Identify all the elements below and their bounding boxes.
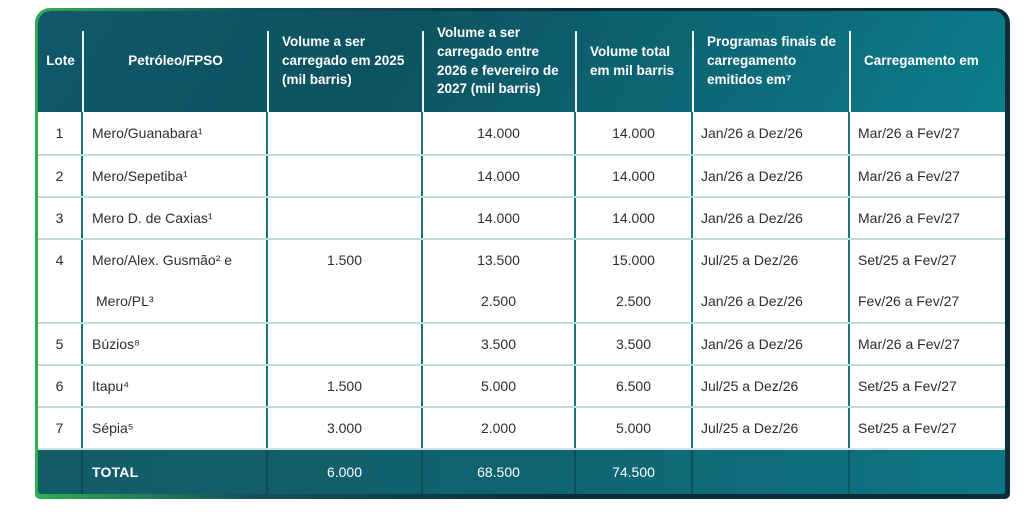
cell-v2026: 14.000 <box>423 112 576 154</box>
cell-fpso: Mero/PL³ <box>83 280 268 322</box>
table-row-lote-1: 1 Mero/Guanabara¹ 14.000 14.000 Jan/26 a… <box>38 112 1005 154</box>
cell-vtotal: 2.500 <box>576 280 693 322</box>
cell-v2025 <box>268 324 423 364</box>
cell-v2025: 1.500 <box>268 240 423 280</box>
cell-lote: 1 <box>38 112 83 154</box>
total-empty-programas <box>693 450 850 494</box>
cell-v2025 <box>268 198 423 238</box>
cell-v2026: 2.500 <box>423 280 576 322</box>
cell-fpso: Itapu⁴ <box>83 366 268 406</box>
total-v2026: 68.500 <box>423 450 576 494</box>
cell-programas: Jan/26 a Dez/26 <box>693 324 850 364</box>
cell-v2025: 1.500 <box>268 366 423 406</box>
table-row-lote-3: 3 Mero D. de Caxias¹ 14.000 14.000 Jan/2… <box>38 196 1005 238</box>
loading-schedule-table: Lote Petróleo/FPSO Volume a ser carregad… <box>38 11 1005 494</box>
cell-v2025 <box>268 156 423 196</box>
cell-carregamento: Mar/26 a Fev/27 <box>858 336 960 352</box>
cell-fpso: Sépia⁵ <box>83 408 268 448</box>
cell-vtotal: 14.000 <box>576 156 693 196</box>
column-header-volume-total: Volume total em mil barris <box>576 11 694 112</box>
column-header-programas: Programas finais de carregamento emitido… <box>693 11 851 112</box>
cell-v2026: 2.000 <box>423 408 576 448</box>
table-row-lote-4-line-1: 4 Mero/Alex. Gusmão² e 1.500 13.500 15.0… <box>38 238 1005 280</box>
cell-v2026: 5.000 <box>423 366 576 406</box>
cell-carregamento: Set/25 a Fev/27 <box>858 378 957 394</box>
cell-carregamento: Mar/26 a Fev/27 <box>858 168 960 184</box>
cell-v2025 <box>268 112 423 154</box>
cell-programas: Jan/26 a Dez/26 <box>693 156 850 196</box>
cell-v2026: 3.500 <box>423 324 576 364</box>
cell-programas: Jan/26 a Dez/26 <box>693 280 850 322</box>
cell-v2025 <box>268 280 423 322</box>
table-row-lote-6: 6 Itapu⁴ 1.500 5.000 6.500 Jul/25 a Dez/… <box>38 364 1005 406</box>
cell-v2026: 14.000 <box>423 198 576 238</box>
table-row-lote-5: 5 Búzios⁸ 3.500 3.500 Jan/26 a Dez/26 Ma… <box>38 322 1005 364</box>
cell-vtotal: 14.000 <box>576 112 693 154</box>
cell-carregamento: Mar/26 a Fev/27 <box>858 210 960 226</box>
cell-v2025: 3.000 <box>268 408 423 448</box>
cell-fpso: Mero/Sepetiba¹ <box>83 156 268 196</box>
loading-schedule-table-frame: Lote Petróleo/FPSO Volume a ser carregad… <box>35 8 1010 499</box>
table-header-row: Lote Petróleo/FPSO Volume a ser carregad… <box>38 11 1005 112</box>
cell-fpso: Mero/Alex. Gusmão² e <box>83 240 268 280</box>
table-row-lote-2: 2 Mero/Sepetiba¹ 14.000 14.000 Jan/26 a … <box>38 154 1005 196</box>
cell-carregamento: Set/25 a Fev/27 <box>858 420 957 436</box>
cell-lote: 5 <box>38 324 83 364</box>
cell-v2026: 13.500 <box>423 240 576 280</box>
cell-carregamento: Mar/26 a Fev/27 <box>858 125 960 141</box>
cell-lote <box>38 280 83 322</box>
cell-vtotal: 14.000 <box>576 198 693 238</box>
table-row-lote-7: 7 Sépia⁵ 3.000 2.000 5.000 Jul/25 a Dez/… <box>38 406 1005 448</box>
column-header-petroleo-fpso: Petróleo/FPSO <box>83 11 269 112</box>
cell-vtotal: 6.500 <box>576 366 693 406</box>
total-v2025: 6.000 <box>268 450 423 494</box>
cell-lote: 2 <box>38 156 83 196</box>
column-header-carregamento: Carregamento em <box>864 53 979 69</box>
cell-lote: 7 <box>38 408 83 448</box>
cell-carregamento: Fev/26 a Fev/27 <box>858 293 960 309</box>
cell-lote: 3 <box>38 198 83 238</box>
cell-fpso: Búzios⁸ <box>83 324 268 364</box>
cell-fpso: Mero/Guanabara¹ <box>83 112 268 154</box>
total-vtotal: 74.500 <box>576 450 693 494</box>
cell-programas: Jan/26 a Dez/26 <box>693 112 850 154</box>
cell-programas: Jul/25 a Dez/26 <box>693 366 850 406</box>
cell-lote: 6 <box>38 366 83 406</box>
cell-lote: 4 <box>38 240 83 280</box>
cell-vtotal: 15.000 <box>576 240 693 280</box>
cell-programas: Jul/25 a Dez/26 <box>693 240 850 280</box>
cell-carregamento: Set/25 a Fev/27 <box>858 252 957 268</box>
table-total-row: TOTAL 6.000 68.500 74.500 <box>38 448 1005 494</box>
cell-vtotal: 5.000 <box>576 408 693 448</box>
column-header-lote: Lote <box>38 11 84 112</box>
cell-v2026: 14.000 <box>423 156 576 196</box>
cell-programas: Jan/26 a Dez/26 <box>693 198 850 238</box>
total-empty-lote <box>38 450 83 494</box>
total-label: TOTAL <box>83 450 268 494</box>
cell-programas: Jul/25 a Dez/26 <box>693 408 850 448</box>
column-header-volume-2026-2027: Volume a ser carregado entre 2026 e feve… <box>423 11 577 112</box>
cell-fpso: Mero D. de Caxias¹ <box>83 198 268 238</box>
cell-vtotal: 3.500 <box>576 324 693 364</box>
column-header-volume-2025: Volume a ser carregado em 2025 (mil barr… <box>268 11 424 112</box>
table-row-lote-4-line-2: Mero/PL³ 2.500 2.500 Jan/26 a Dez/26 Fev… <box>38 280 1005 322</box>
table-body: 1 Mero/Guanabara¹ 14.000 14.000 Jan/26 a… <box>38 112 1005 448</box>
total-empty-carregamento <box>850 450 1005 494</box>
